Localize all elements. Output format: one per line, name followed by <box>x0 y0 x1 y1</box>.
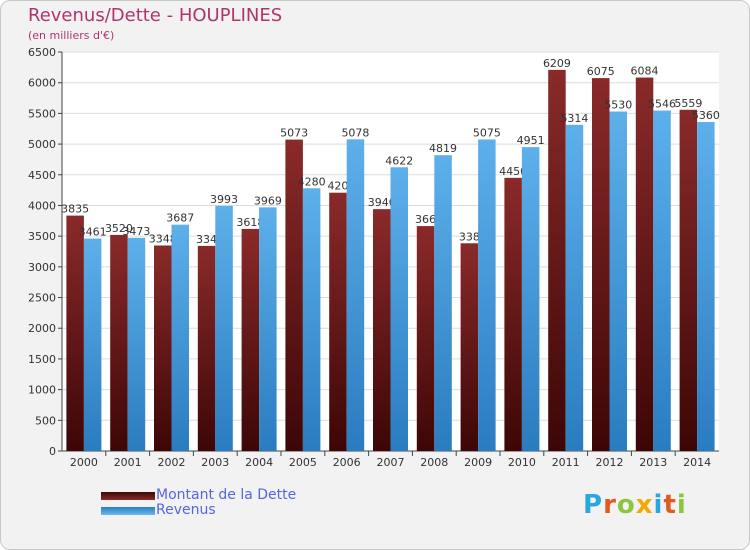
bar-dette <box>66 215 84 451</box>
bar-dette <box>373 209 391 451</box>
data-label-dette: 5559 <box>674 97 702 110</box>
y-tick-label: 4500 <box>28 169 56 182</box>
legend-label-revenus: Revenus <box>156 502 216 518</box>
x-tick-label: 2008 <box>420 456 448 469</box>
data-label-revenus: 4951 <box>517 134 545 147</box>
bar-dette <box>154 245 172 451</box>
data-label-dette: 3520 <box>105 222 133 235</box>
proxiti-logo: Proxiti <box>583 490 687 520</box>
y-tick-label: 5000 <box>28 138 56 151</box>
x-tick-label: 2007 <box>377 456 405 469</box>
bar-revenus <box>259 207 277 451</box>
x-tick-label: 2010 <box>508 456 536 469</box>
data-label-revenus: 5530 <box>604 99 632 112</box>
data-label-revenus: 4819 <box>429 142 457 155</box>
x-tick-label: 2001 <box>114 456 142 469</box>
data-label-dette: 420 <box>327 180 348 193</box>
y-tick-label: 0 <box>49 445 56 458</box>
data-label-dette: 5073 <box>280 127 308 140</box>
bar-dette <box>548 69 566 452</box>
bar-dette <box>285 139 303 452</box>
chart-title: Revenus/Dette - HOUPLINES <box>28 5 283 26</box>
x-tick-label: 2003 <box>201 456 229 469</box>
y-tick-label: 2500 <box>28 292 56 305</box>
bar-dette <box>197 245 216 451</box>
legend-swatch-revenus <box>101 507 155 515</box>
bar-revenus <box>346 139 365 451</box>
data-label-dette: 6209 <box>543 57 571 70</box>
data-label-revenus: 3969 <box>254 194 282 207</box>
y-tick-label: 6500 <box>28 46 56 59</box>
y-tick-label: 5500 <box>28 107 56 120</box>
data-label-revenus: 5078 <box>341 126 369 139</box>
bar-dette <box>592 78 610 451</box>
legend-swatch-dette <box>101 492 155 500</box>
legend-label-dette: Montant de la Dette <box>156 487 297 503</box>
bar-dette <box>110 234 128 451</box>
x-tick-label: 2014 <box>683 456 711 469</box>
data-label-revenus: 3473 <box>122 225 150 238</box>
y-tick-label: 1500 <box>28 353 56 366</box>
data-label-revenus: 3993 <box>210 193 238 206</box>
bar-revenus <box>697 121 715 452</box>
data-label-dette: 338 <box>459 230 480 243</box>
bar-revenus <box>565 124 584 451</box>
data-label-dette: 366 <box>415 213 436 226</box>
bar-revenus <box>302 188 321 451</box>
bar-revenus <box>215 205 233 451</box>
bar-dette <box>329 192 347 451</box>
data-label-dette: 3940 <box>368 196 396 209</box>
y-tick-label: 500 <box>35 414 56 427</box>
data-label-dette: 6084 <box>631 65 659 78</box>
data-label-revenus: 4622 <box>385 154 413 167</box>
bar-dette <box>504 177 522 452</box>
x-tick-label: 2013 <box>639 456 667 469</box>
x-tick-label: 2004 <box>245 456 273 469</box>
y-tick-label: 2000 <box>28 322 56 335</box>
bar-revenus <box>171 224 189 451</box>
y-tick-label: 3000 <box>28 261 56 274</box>
bar-revenus <box>434 155 452 451</box>
y-tick-label: 3500 <box>28 230 56 243</box>
chart-subtitle: (en milliers d'€) <box>28 29 115 42</box>
bar-dette <box>679 109 698 451</box>
bar-dette <box>416 226 435 451</box>
bar-revenus <box>83 238 102 451</box>
x-tick-label: 2012 <box>596 456 624 469</box>
x-tick-label: 2002 <box>158 456 186 469</box>
y-tick-label: 1000 <box>28 384 56 397</box>
x-tick-label: 2006 <box>333 456 361 469</box>
bar-revenus <box>478 139 496 451</box>
bar-revenus <box>609 111 627 451</box>
x-tick-label: 2009 <box>464 456 492 469</box>
bar-dette <box>241 228 260 451</box>
x-tick-label: 2000 <box>70 456 98 469</box>
x-tick-label: 2011 <box>552 456 580 469</box>
bar-revenus <box>521 147 540 451</box>
bar-revenus <box>127 237 146 451</box>
data-label-dette: 3835 <box>61 203 89 216</box>
y-tick-label: 6000 <box>28 77 56 90</box>
bar-dette <box>460 243 479 451</box>
data-label-dette: 6075 <box>587 65 615 78</box>
data-label-dette: 334 <box>196 233 217 246</box>
bar-revenus <box>653 110 671 452</box>
y-tick-label: 4000 <box>28 199 56 212</box>
x-tick-label: 2005 <box>289 456 317 469</box>
data-label-revenus: 5360 <box>692 109 720 122</box>
data-label-dette: 3348 <box>149 232 177 245</box>
data-label-revenus: 4280 <box>298 175 326 188</box>
data-label-dette: 3618 <box>236 216 264 229</box>
data-label-revenus: 3461 <box>79 226 107 239</box>
bar-dette <box>635 77 654 451</box>
data-label-revenus: 5075 <box>473 126 501 139</box>
data-label-dette: 4450 <box>499 165 527 178</box>
bar-revenus <box>390 167 408 451</box>
data-label-revenus: 3687 <box>166 212 194 225</box>
data-label-revenus: 5314 <box>560 112 588 125</box>
data-label-revenus: 5546 <box>648 98 676 111</box>
